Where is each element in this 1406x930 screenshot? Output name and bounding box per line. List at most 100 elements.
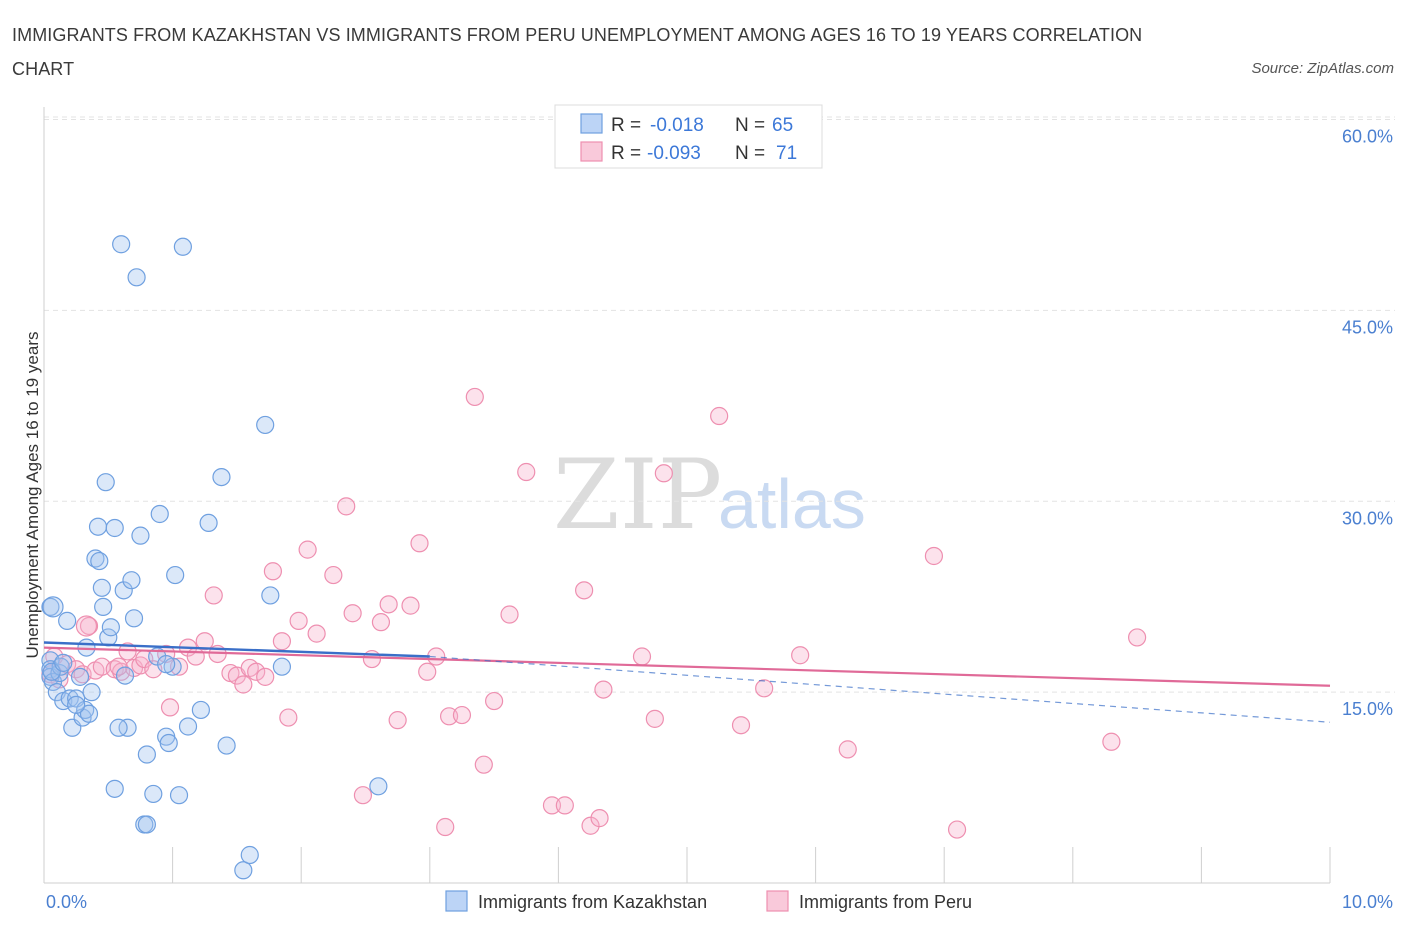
peru-point (500, 605, 519, 624)
kazakhstan-point (82, 683, 101, 702)
legend-n-label-kazakhstan: N = (735, 115, 765, 136)
y-tick-label: 30.0% (1342, 508, 1393, 528)
kazakhstan-point (92, 578, 111, 597)
kazakhstan-point (94, 597, 113, 616)
kazakhstan-point (101, 618, 120, 637)
peru-point (465, 387, 484, 407)
y-tick-label: 60.0% (1342, 127, 1393, 147)
kazakhstan-point (131, 526, 150, 545)
bottom-legend-label-kazakhstan: Immigrants from Kazakhstan (478, 892, 707, 912)
bottom-legend-label-peru: Immigrants from Peru (799, 892, 972, 912)
kazakhstan-point (67, 695, 86, 714)
source-label: Source: ZipAtlas.com (1251, 60, 1394, 77)
kazakhstan-point (105, 779, 124, 798)
kazakhstan-point (191, 700, 210, 720)
y-tick-label: 45.0% (1342, 317, 1393, 337)
top-legend: R = -0.018 N = 65 R = -0.093 N = 71 (554, 104, 823, 169)
kazakhstan-point (109, 718, 128, 737)
peru-point (410, 534, 429, 553)
watermark-atlas: atlas (718, 465, 866, 543)
kazakhstan-point (173, 237, 192, 256)
legend-r-value-kazakhstan: -0.018 (650, 115, 704, 136)
kazakhstan-point (42, 596, 64, 618)
kazakhstan-point (144, 784, 163, 804)
bottom-legend-swatch-peru (766, 890, 789, 912)
peru-point (324, 565, 343, 585)
kazakhstan-point (112, 235, 131, 254)
peru-point (517, 462, 536, 482)
peru-point (947, 820, 967, 839)
peru-point (75, 615, 98, 637)
peru-point (388, 711, 407, 730)
kazakhstan-point (122, 571, 141, 590)
x-tick-labels: 0.0% 10.0% (46, 892, 1393, 912)
legend-n-value-kazakhstan: 65 (772, 115, 793, 136)
kazakhstan-point (50, 663, 69, 683)
peru-point (485, 691, 504, 711)
legend-r-value-peru: -0.093 (647, 143, 701, 164)
peru-point (575, 581, 594, 600)
kazakhstan-point (137, 745, 156, 764)
peru-point (379, 595, 398, 614)
kazakhstan-point (124, 609, 144, 628)
peru-point (109, 657, 128, 676)
peru-point (710, 406, 729, 426)
legend-r-label-kazakhstan: R = (611, 115, 641, 136)
peru-trend-line (43, 646, 1331, 687)
peru-point (436, 817, 455, 837)
kazakhstan-point (159, 733, 178, 753)
peru-point (371, 613, 391, 632)
kazakhstan-point (217, 736, 236, 755)
y-axis-label: Unemployment Among Ages 16 to 19 years (23, 332, 42, 659)
kazakhstan-point (41, 597, 60, 616)
kazakhstan-point (127, 268, 146, 287)
kazakhstan-point (212, 467, 231, 487)
kazakhstan-point (70, 667, 90, 686)
kazakhstan-point (137, 815, 156, 834)
legend-r-label-peru: R = (611, 143, 641, 164)
peru-point (594, 680, 613, 699)
peru-point (1127, 628, 1147, 647)
peru-point (838, 740, 857, 759)
kazakhstan-point (115, 666, 135, 685)
peru-point (401, 596, 420, 615)
peru-point (79, 616, 99, 636)
peru-point (289, 611, 308, 630)
legend-swatch-peru (580, 141, 603, 162)
kazakhstan-point (240, 845, 259, 865)
peru-point (452, 705, 472, 725)
peru-point (234, 675, 253, 694)
kazakhstan-point (157, 655, 176, 674)
kazakhstan-point (150, 504, 169, 524)
kazakhstan-point (114, 581, 133, 600)
peru-point (555, 796, 574, 815)
bottom-legend: Immigrants from Kazakhstan Immigrants fr… (445, 890, 972, 912)
kazakhstan-trend-line (43, 641, 430, 658)
kazakhstan-trend-extension (429, 655, 1331, 723)
kazakhstan-point (79, 704, 99, 723)
kazakhstan-point (272, 657, 292, 676)
peru-point (263, 562, 283, 581)
peru-point (204, 586, 223, 605)
kazakhstan-point (166, 565, 185, 585)
peru-point (791, 646, 810, 665)
kazakhstan-point (169, 786, 189, 805)
watermark-zip: ZIP (553, 439, 722, 551)
peru-point (186, 647, 205, 666)
peru-point (590, 809, 609, 828)
peru-point (247, 662, 266, 681)
kazakhstan-point (58, 611, 77, 630)
gridlines (44, 116, 1395, 693)
kazakhstan-points (41, 235, 388, 880)
trend-lines (43, 641, 1331, 723)
kazakhstan-point (90, 551, 109, 571)
peru-point (272, 632, 292, 651)
kazakhstan-point (234, 861, 253, 880)
y-tick-label: 15.0% (1342, 699, 1393, 719)
peru-point (542, 796, 562, 815)
x-tick-label: 10.0% (1342, 892, 1393, 912)
peru-point (1102, 732, 1121, 751)
peru-point (353, 786, 373, 805)
peru-point (195, 632, 214, 651)
